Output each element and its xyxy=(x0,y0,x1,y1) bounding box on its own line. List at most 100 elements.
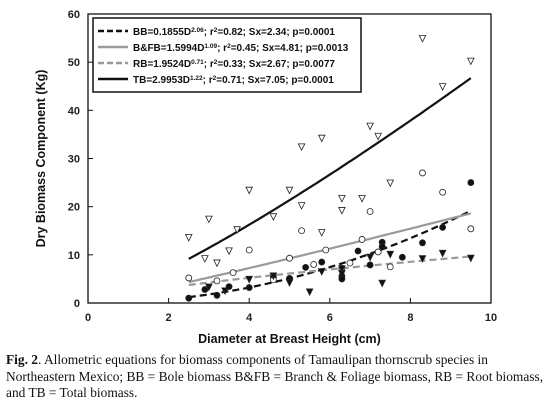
x-axis-title: Diameter at Breast Height (cm) xyxy=(198,332,381,346)
data-point-bandfb xyxy=(322,246,330,254)
data-point-bandfb xyxy=(358,236,366,243)
data-point-bandfb xyxy=(346,259,354,267)
data-point-rb xyxy=(386,250,395,259)
data-point-bb xyxy=(318,258,326,266)
legend-box xyxy=(92,17,362,93)
data-point-bandfb xyxy=(310,261,318,268)
x-tick-label: 0 xyxy=(85,312,91,324)
data-point-bandfb xyxy=(298,227,305,235)
data-point-tb xyxy=(338,194,346,203)
legend-exp: 1.22 xyxy=(190,75,203,82)
legend-mid: ; r xyxy=(203,75,213,86)
x-tick-label: 2 xyxy=(166,312,172,324)
data-point-bandfb xyxy=(213,277,221,285)
y-tick-label: 40 xyxy=(68,105,80,117)
y-tick-label: 0 xyxy=(74,298,80,310)
data-point-rb xyxy=(317,268,326,276)
data-point-rb xyxy=(338,265,346,274)
legend-sup2: 2 xyxy=(214,27,218,34)
data-point-rb xyxy=(378,279,387,288)
data-points xyxy=(184,35,475,302)
legend-sup2: 2 xyxy=(213,75,217,82)
legend-prefix: TB=2.9953D xyxy=(133,75,190,86)
data-point-bb xyxy=(439,223,447,231)
data-point-tb xyxy=(338,207,346,215)
data-point-tb xyxy=(317,134,326,143)
y-tick-label: 10 xyxy=(68,250,80,262)
data-point-tb xyxy=(225,247,233,256)
data-point-rb xyxy=(438,249,447,258)
data-point-bandfb xyxy=(374,248,382,256)
legend-sup2: 2 xyxy=(214,59,218,66)
data-point-bb xyxy=(366,261,374,269)
data-point-rb xyxy=(221,287,229,296)
data-point-tb xyxy=(467,57,475,66)
data-point-tb xyxy=(213,259,221,268)
data-point-tb xyxy=(297,202,306,210)
legend-prefix: RB=1.9524D xyxy=(133,59,191,70)
data-point-bandfb xyxy=(386,263,394,271)
data-point-tb xyxy=(297,143,306,152)
data-point-tb xyxy=(438,83,447,91)
legend-prefix: BB=0.1855D xyxy=(133,27,191,38)
data-point-bb xyxy=(398,253,406,261)
data-point-bandfb xyxy=(467,225,475,233)
y-tick-label: 60 xyxy=(68,9,80,21)
x-tick-label: 10 xyxy=(485,312,497,324)
x-tick-label: 8 xyxy=(407,312,413,324)
legend-suffix: =0.71; Sx=7.05; p=0.0001 xyxy=(216,75,334,86)
fit-lines xyxy=(188,77,472,299)
legend-suffix: =0.45; Sx=4.81; p=0.0013 xyxy=(231,43,349,54)
legend-label-rb: RB=1.9524D0.71; r2=0.33; Sx=2.67; p=0.00… xyxy=(133,59,335,71)
data-point-bandfb xyxy=(286,254,293,262)
legend-exp: 0.71 xyxy=(191,59,204,66)
y-tick-label: 20 xyxy=(68,202,80,214)
data-point-tb xyxy=(184,234,193,242)
data-point-tb xyxy=(233,226,241,234)
legend-prefix: B&FB=1.5994D xyxy=(133,43,204,54)
data-point-tb xyxy=(366,122,374,131)
data-point-bb xyxy=(302,263,310,271)
data-point-bandfb xyxy=(439,188,447,196)
legend-label-tb: TB=2.9953D1.22; r2=0.71; Sx=7.05; p=0.00… xyxy=(133,75,334,87)
x-tick-label: 4 xyxy=(246,312,253,324)
legend-mid: ; r xyxy=(217,43,227,54)
data-point-rb xyxy=(285,279,294,287)
data-point-bb xyxy=(201,286,209,293)
legend-mid: ; r xyxy=(204,59,214,70)
data-point-tb xyxy=(358,194,366,203)
legend: BB=0.1855D2.06; r2=0.82; Sx=2.34; p=0.00… xyxy=(92,17,362,93)
data-point-rb xyxy=(467,254,475,263)
legend-suffix: =0.33; Sx=2.67; p=0.0077 xyxy=(217,59,335,70)
data-point-rb xyxy=(418,255,427,263)
figure-caption: Fig. 2. Allometric equations for biomass… xyxy=(6,352,552,402)
data-point-bb xyxy=(213,291,221,299)
fit-line-bb xyxy=(188,209,472,299)
y-tick-label: 50 xyxy=(68,57,80,69)
data-point-bb xyxy=(467,179,475,186)
data-point-tb xyxy=(386,179,395,188)
data-point-bb xyxy=(185,294,193,302)
plot-area-frame xyxy=(87,13,492,304)
legend-sup2: 2 xyxy=(227,43,231,50)
data-point-tb xyxy=(205,215,213,224)
data-point-tb xyxy=(374,132,383,141)
data-point-rb xyxy=(305,288,314,297)
data-point-bandfb xyxy=(366,208,374,215)
data-point-bb xyxy=(378,243,386,251)
y-axis-title: Dry Biomass Component (Kg) xyxy=(34,70,48,248)
fit-line-rb xyxy=(188,255,471,287)
data-point-bb xyxy=(354,247,362,255)
data-point-rb xyxy=(205,283,213,292)
data-point-rb xyxy=(269,272,278,281)
legend-mid: ; r xyxy=(204,27,214,38)
data-point-bandfb xyxy=(185,274,193,282)
caption-label: Fig. 2 xyxy=(6,352,38,367)
data-point-bandfb xyxy=(229,269,237,277)
data-point-bb xyxy=(245,284,253,291)
data-point-tb xyxy=(245,186,254,195)
legend-label-bb: BB=0.1855D2.06; r2=0.82; Sx=2.34; p=0.00… xyxy=(133,27,335,39)
fit-line-tb xyxy=(188,77,472,260)
